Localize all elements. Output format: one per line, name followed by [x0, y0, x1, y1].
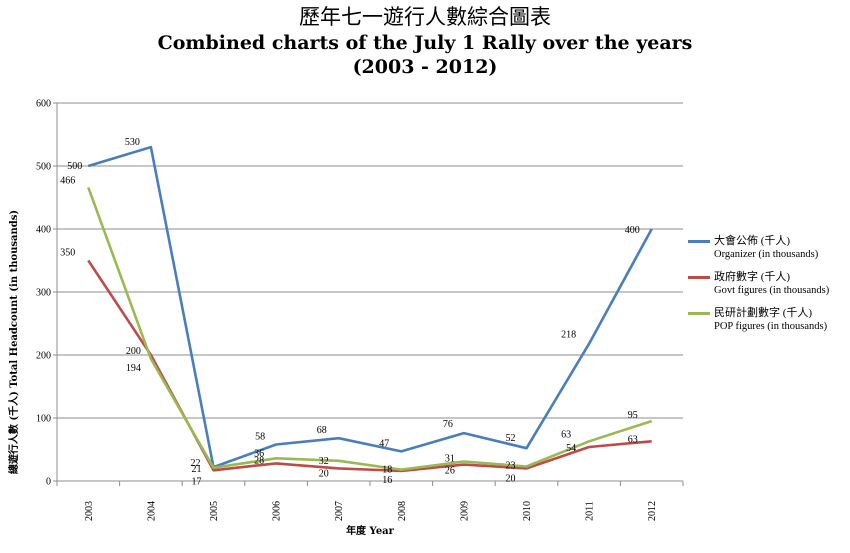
data-label: 16	[382, 475, 392, 486]
data-label: 23	[506, 461, 516, 472]
y-tick-label: 100	[36, 414, 51, 425]
y-tick-label: 400	[36, 225, 51, 236]
y-tick-label: 500	[36, 162, 51, 173]
data-label: 20	[319, 468, 329, 479]
y-tick-label: 600	[36, 99, 51, 110]
x-tick-label: 2008	[397, 501, 408, 521]
data-label: 18	[382, 465, 392, 476]
data-label: 52	[506, 433, 516, 444]
chart-title-english: Combined charts of the July 1 Rally over…	[157, 32, 693, 54]
data-label: 218	[561, 330, 576, 341]
y-axis-title: 總遊行人數 (千人) Total Headcount (in thousands…	[7, 210, 20, 474]
data-label: 400	[625, 225, 640, 236]
data-label: 63	[628, 434, 638, 445]
legend-label-chinese: 政府數字 (千人)	[714, 271, 791, 283]
chart-legend: 大會公佈 (千人) Organizer (in thousands) 政府數字 (千…	[688, 234, 848, 342]
chart-title-year-range: (2003 - 2012)	[352, 56, 498, 78]
data-label: 32	[319, 456, 329, 467]
legend-label-chinese: 大會公佈 (千人)	[714, 235, 791, 247]
legend-label-english: POP figures (in thousands)	[714, 321, 828, 332]
legend-swatch	[688, 276, 710, 279]
y-tick-label: 200	[36, 351, 51, 362]
x-tick-labels: 2003 2004 2005 2006 2007 2008 2009 2010 2011 2012	[84, 501, 658, 521]
series-lines	[87, 145, 653, 473]
data-labels: 500 530 22 58 68 47 76 52 218 400 350 200 17 28 20 16 26…	[60, 137, 639, 487]
data-label: 26	[445, 466, 455, 477]
data-label: 20	[506, 473, 516, 484]
legend-label-english: Organizer (in thousands)	[714, 249, 819, 260]
data-label: 466	[60, 175, 75, 186]
data-label: 47	[379, 438, 389, 449]
data-label: 21	[192, 464, 202, 475]
y-tick-labels: 0 100 200 300 400 500 600	[36, 99, 51, 488]
x-tick-label: 2009	[459, 501, 470, 521]
data-label: 500	[67, 161, 82, 172]
data-label: 54	[566, 443, 576, 454]
data-label: 200	[126, 346, 141, 357]
x-tick-label: 2010	[522, 501, 533, 521]
x-tick-label: 2011	[585, 501, 596, 521]
chart-title-chinese: 歷年七一遊行人數綜合圖表	[299, 5, 551, 29]
data-label: 17	[192, 476, 202, 487]
x-axis-title: 年度 Year	[346, 524, 395, 537]
legend-label-english: Govt figures (in thousands)	[714, 285, 830, 296]
x-tick-label: 2004	[146, 501, 157, 521]
chart-title-block: 歷年七一遊行人數綜合圖表 Combined charts of the July…	[0, 4, 850, 79]
legend-label-chinese: 民研計劃數字 (千人)	[714, 307, 813, 319]
data-label: 63	[561, 429, 571, 440]
gridlines	[57, 102, 683, 419]
data-label: 68	[317, 425, 327, 436]
x-tick-label: 2007	[334, 501, 345, 521]
data-label: 95	[628, 410, 638, 421]
data-label: 530	[125, 137, 140, 148]
x-tick-label: 2005	[209, 501, 220, 521]
data-label: 58	[255, 431, 265, 442]
legend-item-1: 大會公佈 (千人) Organizer (in thousands)	[688, 234, 848, 270]
data-label: 76	[443, 419, 453, 430]
data-label: 31	[445, 453, 455, 464]
data-label: 28	[254, 455, 264, 466]
data-label: 22	[191, 458, 201, 469]
y-tick-label: 300	[36, 288, 51, 299]
legend-swatch	[688, 240, 710, 243]
axes	[53, 102, 684, 486]
x-tick-label: 2003	[84, 501, 95, 521]
series-line-3	[87, 186, 653, 472]
y-tick-label: 0	[46, 477, 51, 488]
legend-item-3: 民研計劃數字 (千人) POP figures (in thousands)	[688, 306, 848, 342]
legend-item-2: 政府數字 (千人) Govt figures (in thousands)	[688, 270, 848, 306]
x-tick-label: 2006	[272, 501, 283, 521]
data-label: 36	[254, 448, 264, 459]
series-line-1	[87, 145, 653, 469]
data-label: 194	[126, 363, 141, 374]
data-label: 350	[60, 248, 75, 259]
legend-swatch	[688, 312, 710, 315]
x-tick-label: 2012	[647, 501, 658, 521]
